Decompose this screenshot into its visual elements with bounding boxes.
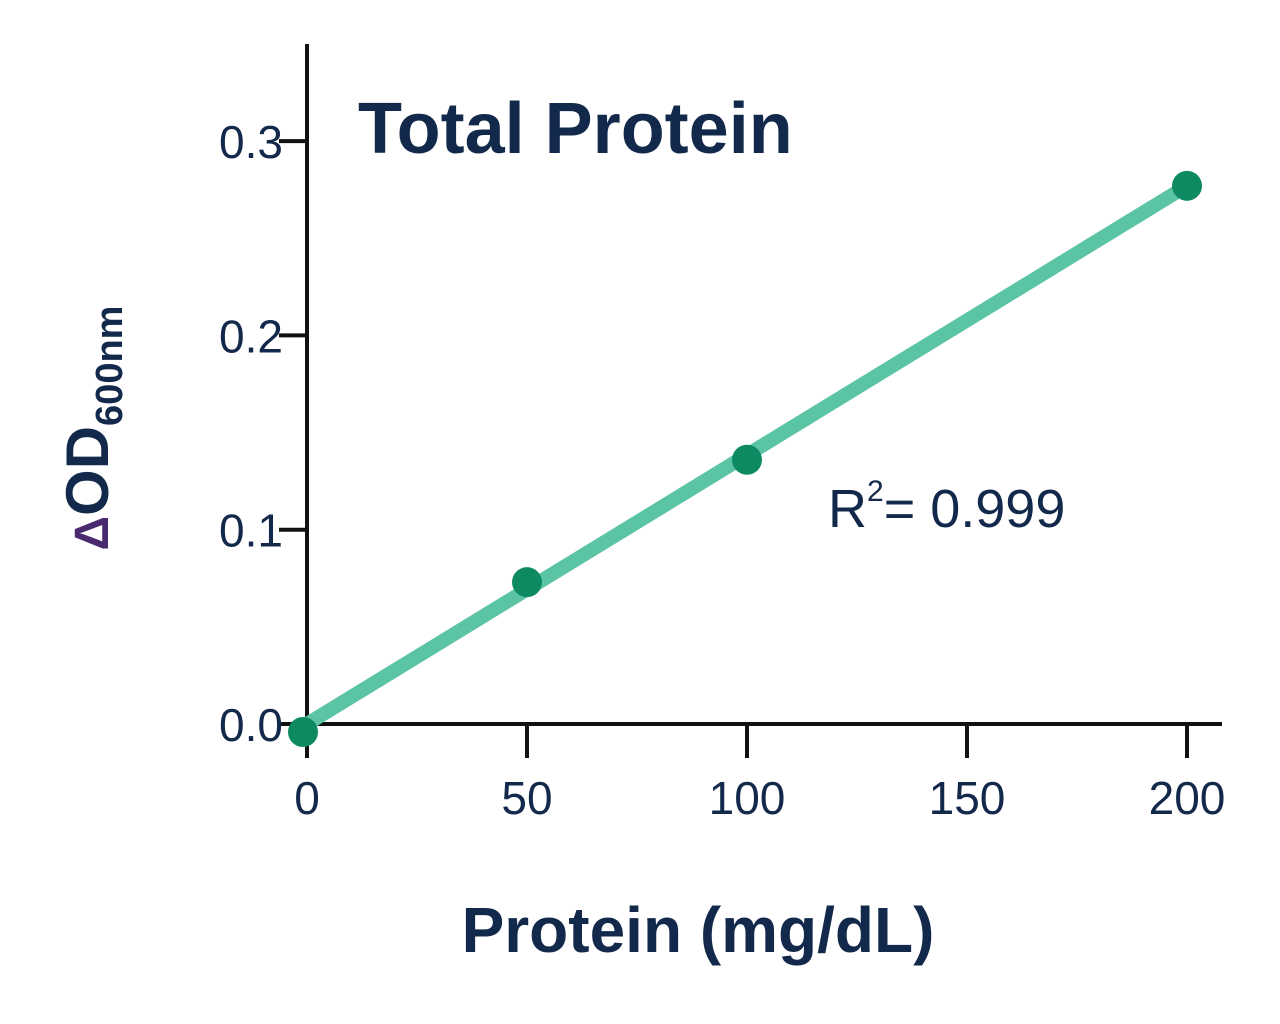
x-tick-label: 50 <box>501 772 552 824</box>
annotation-rest: = 0.999 <box>884 479 1066 539</box>
data-point <box>288 717 318 747</box>
y-tick-label: 0.3 <box>219 116 283 168</box>
y-tick-label: 0.1 <box>219 505 283 557</box>
chart-title: Total Protein <box>358 89 793 169</box>
x-tick-label: 150 <box>929 772 1006 824</box>
y-tick-label: 0.2 <box>219 310 283 362</box>
x-tick-label: 0 <box>294 772 320 824</box>
x-tick-label: 100 <box>709 772 786 824</box>
r-squared-annotation: R2= 0.999 <box>828 475 1065 539</box>
annotation-base: R <box>828 479 867 539</box>
y-axis-label: ΔOD600nm <box>54 306 131 551</box>
axes <box>305 44 1222 726</box>
x-axis-label: Protein (mg/dL) <box>462 894 935 966</box>
y-tick-label: 0.0 <box>219 699 283 751</box>
data-point <box>512 567 542 598</box>
data-points <box>288 170 1202 747</box>
y-axis-label-subscript: 600nm <box>89 306 131 426</box>
y-ticks: 0.0 0.1 0.2 0.3 <box>219 116 307 751</box>
data-point <box>732 444 762 475</box>
x-tick-label: 200 <box>1149 772 1226 824</box>
data-point <box>1172 170 1202 201</box>
y-axis-label-main: OD <box>54 426 121 516</box>
y-axis-label-delta: Δ <box>66 516 119 551</box>
annotation-superscript: 2 <box>867 475 884 508</box>
